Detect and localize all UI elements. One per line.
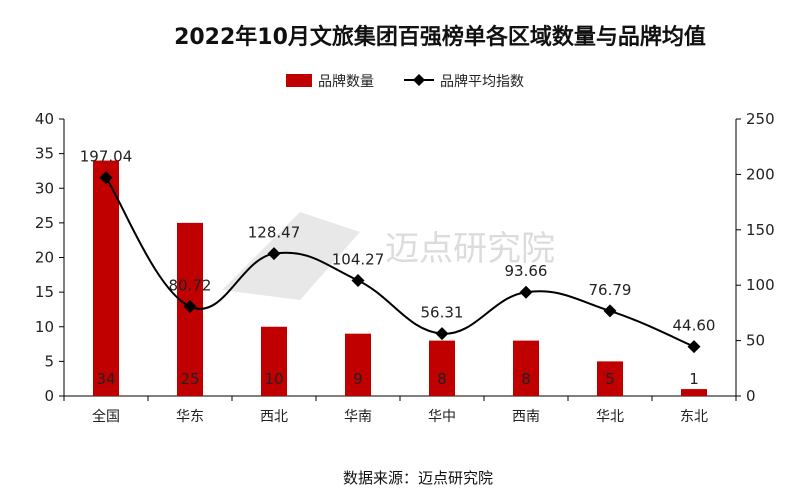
line-point-marker: [603, 304, 617, 318]
y-right-tick-label: 0: [746, 387, 756, 405]
y-left-tick-label: 40: [35, 110, 54, 128]
bar-value-label: 34: [96, 370, 115, 388]
y-left-tick-label: 0: [44, 387, 54, 405]
bar: [681, 389, 707, 396]
y-right-tick-label: 200: [746, 165, 775, 183]
bar: [513, 340, 539, 396]
y-left-tick-label: 20: [35, 249, 54, 267]
line-series: [99, 171, 701, 354]
y-right-tick-label: 150: [746, 221, 775, 239]
bar-value-label: 10: [264, 370, 283, 388]
bar: [261, 326, 287, 396]
x-tick-label: 全国: [92, 408, 120, 425]
bar-value-label: 25: [180, 370, 199, 388]
bar: [597, 361, 623, 396]
x-tick-label: 华中: [428, 409, 456, 425]
line-value-label: 104.27: [332, 250, 385, 268]
x-tick-label: 华北: [596, 409, 624, 425]
y-left-tick-label: 35: [35, 145, 54, 163]
line-point-marker: [99, 171, 113, 185]
legend-line-label: 品牌平均指数: [440, 73, 524, 90]
y-left-tick-label: 30: [35, 179, 54, 197]
bar: [345, 333, 371, 396]
watermark-text: 迈点研究院: [385, 229, 555, 269]
x-tick-label: 西北: [260, 409, 288, 425]
line-value-label: 56.31: [421, 304, 464, 322]
legend-line-marker: [413, 74, 425, 86]
bar: [93, 160, 119, 396]
line-point-marker: [687, 340, 701, 354]
line-value-label: 197.04: [80, 148, 133, 166]
watermark: 迈点研究院: [222, 212, 555, 300]
line-value-label: 128.47: [248, 224, 301, 242]
axes: 0510152025303540050100150200250全国 华东 西北 华南华…: [35, 110, 775, 425]
line-point-marker: [267, 247, 281, 261]
legend-bar-swatch: [286, 74, 312, 87]
line-point-marker: [183, 300, 197, 314]
line-point-marker: [519, 285, 533, 299]
x-tick-label: 华南: [344, 409, 372, 425]
watermark-logo-icon: [222, 212, 360, 300]
line-value-label: 93.66: [505, 262, 548, 280]
line-value-label: 76.79: [589, 281, 632, 299]
legend-bar-label: 品牌数量: [318, 73, 374, 90]
y-right-tick-label: 250: [746, 110, 775, 128]
y-left-tick-label: 5: [44, 352, 54, 370]
y-left-tick-label: 25: [35, 214, 54, 232]
source-note: 数据来源：迈点研究院: [343, 469, 493, 487]
chart-title: 2022年10月文旅集团百强榜单各区域数量与品牌均值: [174, 24, 706, 50]
x-tick-label: 东北: [680, 409, 708, 425]
line-point-marker: [435, 327, 449, 341]
line-value-label: 44.60: [673, 317, 716, 335]
bar-value-label: 8: [437, 370, 447, 388]
bar-value-label: 1: [689, 370, 699, 388]
legend: 品牌数量 品牌平均指数: [286, 73, 524, 90]
y-right-tick-label: 50: [746, 332, 765, 350]
bars: [93, 160, 707, 396]
y-left-tick-label: 10: [35, 318, 54, 336]
bar: [429, 340, 455, 396]
bar-value-label: 9: [353, 370, 363, 388]
y-right-tick-label: 100: [746, 276, 775, 294]
x-tick-label: 西南: [512, 409, 540, 425]
line-value-label: 80.72: [169, 277, 212, 295]
line-point-marker: [351, 273, 365, 287]
bar-value-label: 5: [605, 370, 615, 388]
x-tick-label: 华东: [176, 409, 204, 425]
data-labels: 34 25 10 9 8 8 5 1 197.04 80.72 128.47 104.27 56.31 9…: [80, 148, 716, 388]
bar-value-label: 8: [521, 370, 531, 388]
y-left-tick-label: 15: [35, 283, 54, 301]
